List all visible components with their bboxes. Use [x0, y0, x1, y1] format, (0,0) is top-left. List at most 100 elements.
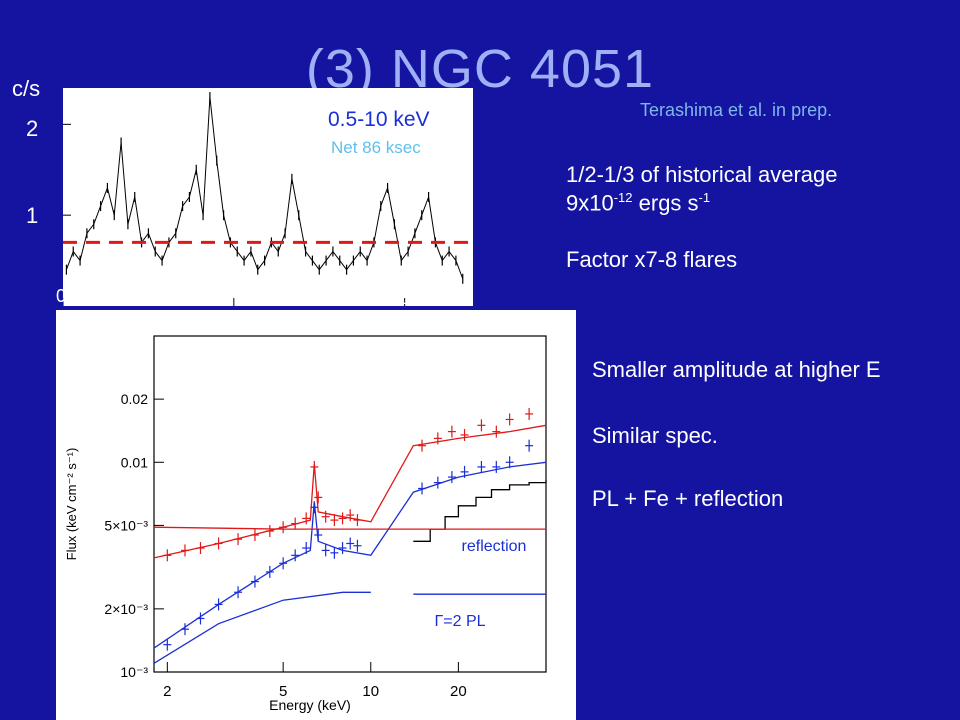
lightcurve-segment — [284, 178, 293, 234]
lightcurve-segment — [312, 260, 320, 270]
spectrum-data-point — [302, 542, 311, 555]
spectrum-data-point — [492, 425, 501, 438]
spectrum-data-point — [196, 542, 205, 555]
lightcurve-segment — [202, 97, 211, 216]
spectrum-data-point — [265, 525, 274, 538]
spectrum-data-point — [353, 539, 362, 552]
lightcurve-segment — [209, 97, 218, 161]
lightcurve-segment — [428, 196, 436, 243]
lightcurve-segment — [223, 215, 231, 243]
lightcurve-segment — [318, 260, 327, 270]
lightcurve-chart — [63, 92, 473, 306]
lightcurve-segment — [168, 233, 177, 243]
lightcurve-segment — [182, 196, 190, 207]
spectrum-data-point — [447, 471, 456, 484]
lightcurve-x-tick-2e5: 2x105 — [383, 286, 429, 308]
note-flux-value: 9x10-12 ergs s-1 — [566, 190, 711, 216]
spectrum-data-point — [460, 428, 469, 441]
spectrum-data-point — [314, 491, 323, 504]
spectrum-data-point — [418, 439, 427, 452]
lightcurve-segment — [65, 251, 74, 270]
lightcurve-segment — [230, 242, 238, 252]
lightcurve-band-label: 0.5-10 keV — [328, 108, 430, 131]
spectrum-data-point — [180, 623, 189, 636]
spectrum-data-point — [214, 598, 223, 611]
spectrum-model-curve — [153, 461, 547, 649]
lightcurve-segment — [271, 242, 279, 252]
lightcurve-exposure-label: Net 86 ksec — [331, 138, 421, 157]
lightcurve-segment — [141, 233, 149, 243]
lightcurve-segment — [79, 233, 88, 261]
lightcurve-segment — [387, 187, 395, 225]
lightcurve-segment — [188, 169, 197, 198]
lightcurve-segment — [113, 142, 122, 216]
lightcurve-segment — [339, 260, 347, 270]
note-historical-average: 1/2-1/3 of historical average — [566, 162, 838, 187]
spectrum-data-point — [250, 529, 259, 542]
spectrum-data-point — [338, 512, 347, 525]
lightcurve-segment — [147, 233, 156, 252]
spectrum-y-tick-label: 0.02 — [121, 391, 148, 407]
lightcurve-segment — [264, 242, 272, 261]
lightcurve-segment — [250, 251, 259, 270]
lightcurve-segment — [175, 205, 184, 234]
spectrum-data-point — [346, 509, 355, 522]
spectrum-data-point — [250, 575, 259, 588]
spectrum-y-tick-label: 2×10⁻³ — [104, 601, 148, 617]
lightcurve-segment — [100, 187, 108, 207]
lightcurve-x-tick-1e5: 105 — [262, 286, 289, 308]
note-model-components: PL + Fe + reflection — [592, 486, 784, 511]
spectrum-data-point — [214, 537, 223, 550]
lightcurve-segment — [120, 142, 129, 225]
lightcurve-y-tick-2: 2 — [26, 116, 39, 141]
spectrum-data-point — [525, 407, 534, 420]
lightcurve-x-tick-0: 0 — [56, 286, 67, 306]
spectrum-data-point — [525, 439, 534, 452]
lightcurve-segment — [154, 251, 163, 261]
spectrum-y-tick-label: 10⁻³ — [120, 664, 148, 680]
spectrum-data-point — [460, 465, 469, 478]
lightcurve-segment — [448, 251, 457, 261]
lightcurve-y-tick-1: 1 — [26, 203, 39, 228]
lightcurve-segment — [243, 251, 252, 261]
lightcurve-segment — [421, 196, 430, 216]
spectrum-data-point — [477, 460, 486, 473]
spectrum-data-point — [505, 413, 514, 426]
lightcurve-segment — [332, 251, 341, 261]
lightcurve-segment — [216, 160, 225, 216]
lightcurve-segment — [380, 187, 389, 207]
spectrum-x-tick-label: 2 — [163, 683, 171, 700]
spectrum-data-point — [291, 517, 300, 530]
note-similar-spec: Similar spec. — [592, 423, 718, 448]
spectrum-data-point — [234, 533, 243, 546]
lightcurve-segment — [106, 187, 115, 216]
spectrum-data-point — [279, 521, 288, 534]
lightcurve-segment — [434, 242, 443, 261]
spectrum-data-point — [418, 482, 427, 495]
spectrum-data-point — [310, 460, 319, 473]
spectrum-model-curve — [153, 424, 547, 559]
lightcurve-segment — [353, 251, 361, 261]
lightcurve-segment — [325, 251, 334, 261]
spectrum-data-point — [346, 537, 355, 550]
spectrum-data-point — [433, 476, 442, 489]
lightcurve-panel: 0.5-10 keV Net 86 ksec — [63, 88, 473, 306]
lightcurve-y-axis-label: c/s — [12, 76, 41, 101]
spectrum-model-curve — [413, 480, 547, 542]
lightcurve-segment — [305, 251, 313, 261]
powerlaw-annotation: Γ=2 PL — [434, 613, 485, 630]
spectrum-y-axis-label: Flux (keV cm⁻² s⁻¹) — [64, 448, 79, 561]
spectrum-data-point — [330, 514, 339, 527]
spectrum-model-curve — [153, 591, 371, 664]
lightcurve-segment — [441, 251, 450, 261]
spectrum-x-tick-label: 20 — [450, 683, 467, 700]
spectrum-data-point — [433, 432, 442, 445]
lightcurve-segment — [291, 178, 300, 216]
spectrum-plot-frame — [153, 335, 547, 673]
note-flares: Factor x7-8 flares — [566, 247, 738, 272]
lightcurve-segment — [298, 215, 307, 252]
spectrum-data-point — [330, 546, 339, 559]
lightcurve-segment — [400, 251, 409, 261]
spectrum-data-point — [353, 514, 362, 527]
spectrum-x-axis-label: Energy (keV) — [269, 697, 351, 713]
